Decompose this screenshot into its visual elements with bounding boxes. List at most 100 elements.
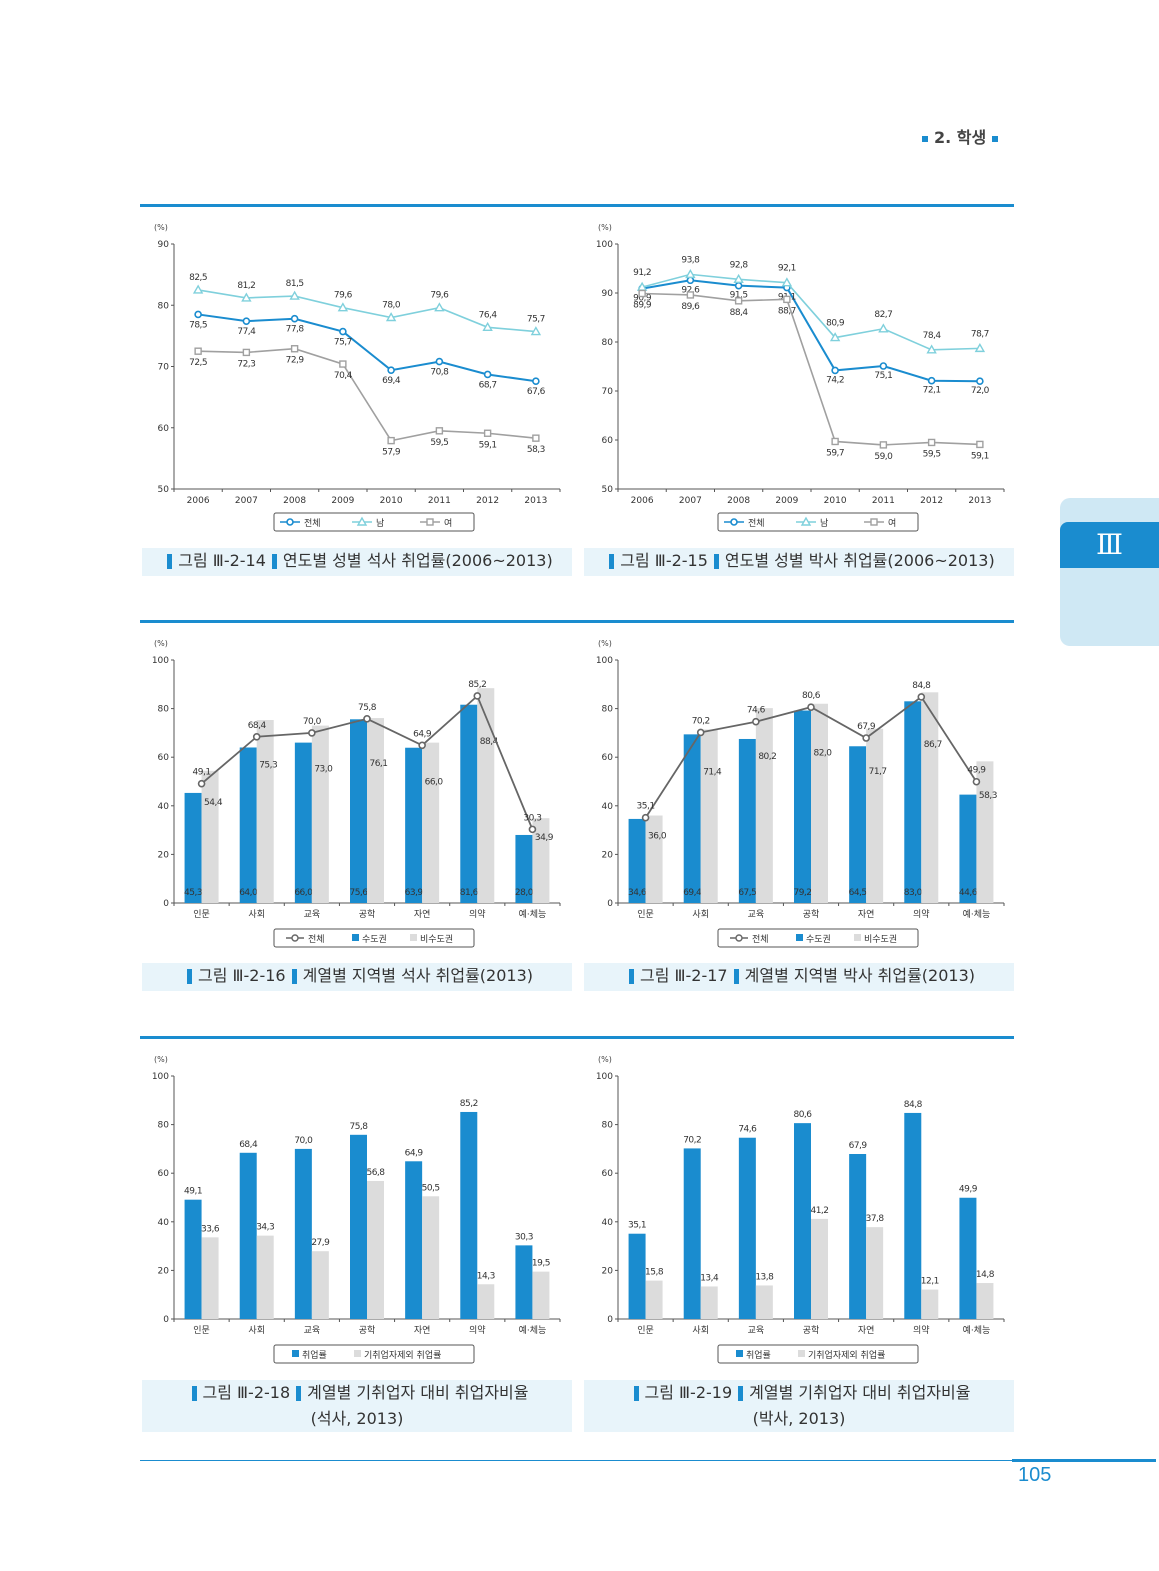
data-label: 70,2 [692, 716, 710, 726]
caption-prefix: 그림 Ⅲ-2-14 [178, 551, 266, 570]
x-tick-label: 인문 [193, 1325, 210, 1336]
y-tick-label: 60 [158, 753, 170, 763]
data-point [831, 366, 839, 375]
data-point [807, 703, 815, 711]
y-tick-label: 80 [158, 301, 170, 311]
bar-기취업자제외 취업률 [532, 1271, 550, 1319]
data-label: 45,3 [184, 888, 202, 898]
y-tick-label: 20 [158, 1266, 170, 1276]
data-label: 67,9 [857, 722, 876, 732]
bar-비수도권 [367, 718, 384, 903]
x-tick-label: 2013 [524, 496, 547, 506]
caption-bar-icon [738, 1386, 744, 1401]
data-label: 88,4 [480, 737, 499, 747]
data-label: 56,8 [366, 1168, 385, 1178]
legend: 전체 남 여 [717, 512, 919, 532]
series-line-전체 [197, 313, 537, 383]
legend-label: 비수도권 [420, 933, 453, 945]
y-unit-label: (%) [598, 639, 612, 648]
y-tick-label: 20 [602, 1266, 614, 1276]
x-tick-label: 의약 [913, 1324, 930, 1336]
data-label: 34,3 [256, 1223, 274, 1233]
data-point [337, 302, 349, 312]
bar-수도권 [738, 738, 756, 903]
y-tick-label: 100 [596, 656, 613, 666]
data-label: 75,7 [334, 338, 352, 348]
data-point [426, 518, 434, 526]
data-point [528, 825, 537, 834]
legend-box [273, 512, 475, 532]
data-label: 74,2 [826, 375, 844, 385]
data-label: 66,0 [425, 777, 444, 787]
data-point [972, 777, 981, 786]
data-label: 70,2 [683, 1135, 701, 1145]
legend-label: 전체 [752, 934, 769, 945]
legend-marker [735, 934, 743, 942]
legend-label: 여 [888, 517, 896, 529]
legend-swatch [410, 934, 417, 941]
caption-bar-icon [191, 1386, 197, 1401]
data-label: 75,8 [349, 1122, 368, 1132]
caption-title: 계열별 기취업자 대비 취업자비율 [307, 1383, 529, 1402]
data-label: 35,1 [628, 1221, 646, 1231]
footer-accent [1012, 1459, 1156, 1462]
data-label: 72,9 [286, 356, 305, 366]
legend-swatch [798, 1350, 805, 1357]
data-label: 64,9 [413, 729, 432, 739]
data-point [976, 440, 984, 449]
data-label: 78,5 [189, 320, 207, 330]
bar-기취업자제외 취업률 [645, 1280, 663, 1319]
data-label: 77,8 [286, 325, 305, 335]
data-label: 88,7 [778, 306, 796, 316]
data-label: 54,4 [204, 798, 223, 808]
bar-비수도권 [921, 692, 939, 903]
data-point [733, 273, 744, 283]
data-point [387, 436, 395, 445]
legend-box [717, 928, 919, 948]
data-label: 70,0 [294, 1136, 313, 1146]
bar-취업률 [738, 1137, 756, 1319]
bar-기취업자제외 취업률 [976, 1283, 994, 1319]
y-tick-label: 20 [158, 850, 170, 860]
data-point [482, 321, 493, 332]
bar-기취업자제외 취업률 [921, 1289, 939, 1319]
data-label: 70,8 [430, 368, 449, 378]
bar-수도권 [460, 704, 478, 903]
data-point [435, 427, 444, 435]
x-tick-label: 예·체능 [963, 909, 991, 920]
legend: 취업률 기취업자제외 취업률 [717, 1344, 919, 1364]
chart-phd-gender-line: (%) 50 60 70 80 90 100 2006 2007 2008 2009 2010 2011… [584, 212, 1016, 542]
x-tick-label: 공학 [803, 1325, 820, 1336]
x-tick-label: 2006 [631, 496, 654, 506]
x-tick-label: 2006 [187, 496, 210, 506]
x-tick-label: 교육 [304, 1325, 321, 1336]
y-tick-label: 70 [602, 387, 614, 397]
footer-rule [140, 1460, 1156, 1461]
figure-caption: 그림 Ⅲ-2-18 계열별 기취업자 대비 취업자비율 (석사, 2013) [142, 1380, 572, 1432]
data-point [870, 518, 878, 526]
legend-box [717, 512, 919, 532]
data-label: 88,4 [730, 308, 749, 318]
y-tick-label: 50 [602, 485, 614, 495]
data-label: 71,7 [869, 767, 887, 777]
data-point [696, 728, 705, 737]
x-tick-label: 공학 [803, 909, 820, 920]
data-label: 90,9 [633, 294, 652, 304]
data-point [242, 348, 251, 357]
figure-caption: 그림 Ⅲ-2-16 계열별 지역별 석사 취업률(2013) [142, 963, 572, 991]
data-label: 13,8 [755, 1272, 774, 1282]
bar-비수도권 [256, 720, 274, 903]
x-tick-label: 2009 [775, 496, 798, 506]
data-point [289, 290, 300, 300]
data-label: 92,6 [681, 285, 700, 295]
data-point [286, 518, 294, 526]
legend-swatch [736, 1350, 743, 1357]
y-unit-label: (%) [598, 223, 612, 232]
bar-비수도권 [311, 725, 329, 903]
data-label: 68,4 [239, 1140, 258, 1150]
x-tick-label: 교육 [304, 909, 321, 920]
x-tick-label: 자연 [414, 909, 431, 920]
legend-label: 기취업자제외 취업률 [364, 1349, 441, 1361]
x-tick-label: 사회 [692, 1325, 709, 1336]
data-point [862, 734, 870, 742]
